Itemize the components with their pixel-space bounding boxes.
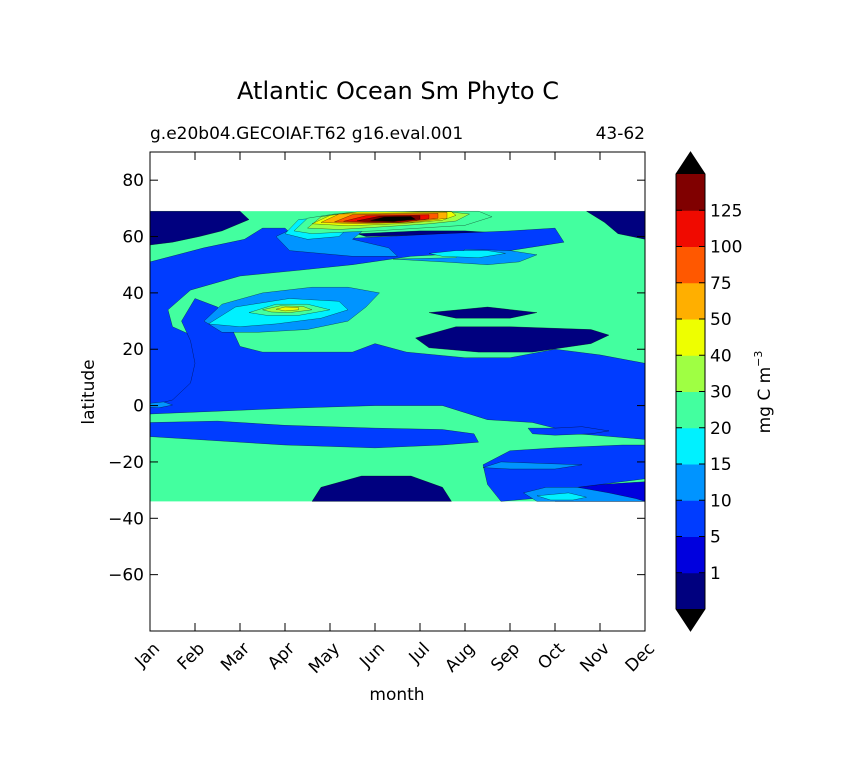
contour-region-10 <box>150 420 479 449</box>
y-tick-label: −60 <box>108 566 144 586</box>
y-tick-label: 0 <box>133 397 144 417</box>
colorbar-tick-label: 125 <box>710 201 742 221</box>
chart-subtitle-right: 43-62 <box>596 124 645 144</box>
x-tick-label: Jul <box>405 639 434 668</box>
colorbar-outline <box>675 151 706 632</box>
colorbar-tick-label: 50 <box>710 310 732 330</box>
colorbar-label-text: mg C m <box>755 367 775 434</box>
colorbar-segment-1 <box>676 536 705 574</box>
colorbar-tick-label: 75 <box>710 274 732 294</box>
y-tick-label: 40 <box>122 284 144 304</box>
colorbar-segment-0 <box>676 572 705 610</box>
y-axis-ticks: 80 60 40 20 0 −20 −40 −60 <box>108 171 645 586</box>
y-tick-label: 20 <box>122 340 144 360</box>
colorbar-segment-7 <box>676 319 705 356</box>
contour-region-4 <box>414 326 610 353</box>
colorbar-label-superscript: −3 <box>752 351 765 367</box>
colorbar-segment-4 <box>676 427 705 465</box>
x-tick-label: Jun <box>355 639 389 673</box>
colorbar-segment-8 <box>676 282 705 320</box>
contour-region-16 <box>482 461 583 470</box>
colorbar-tick-label: 15 <box>710 455 732 475</box>
x-tick-label: Nov <box>576 639 614 677</box>
x-tick-label: Sep <box>487 639 524 676</box>
colorbar-tick-label: 100 <box>710 238 742 258</box>
contour-region-5 <box>428 306 538 319</box>
colorbar-segment-3 <box>676 464 705 501</box>
colorbar-segment-6 <box>676 355 705 392</box>
colorbar-tick-label: 5 <box>710 528 721 548</box>
x-tick-label: Feb <box>174 639 209 674</box>
contour-region-18 <box>150 401 174 409</box>
colorbar-tick-label: 1 <box>710 564 721 584</box>
x-tick-label: Apr <box>264 639 299 674</box>
x-tick-label: Mar <box>217 639 254 676</box>
contour-region-21 <box>428 250 506 258</box>
colorbar-extend-high <box>676 152 705 174</box>
y-tick-label: −40 <box>108 509 144 529</box>
contour-region-1 <box>585 210 645 240</box>
colorbar-segment-11 <box>676 174 705 211</box>
contour-region-27 <box>275 306 299 312</box>
plot-area: 80 60 40 20 0 −20 −40 −60 Jan Feb Mar Apr May Jun Jul… <box>108 151 659 678</box>
colorbar-tick-label: 40 <box>710 346 732 366</box>
x-tick-label: May <box>305 639 344 678</box>
chart-title: Atlantic Ocean Sm Phyto C <box>237 77 559 105</box>
contour-region-9 <box>150 298 645 440</box>
y-tick-label: 60 <box>122 228 144 248</box>
contour-layer <box>150 210 645 502</box>
colorbar-segment-9 <box>676 246 705 284</box>
x-tick-label: Jan <box>131 639 164 672</box>
colorbar-tick-label: 10 <box>710 491 732 511</box>
colorbar-extend-low <box>676 609 705 631</box>
contour-region-12 <box>527 426 610 436</box>
colorbar-tick-label: 20 <box>710 419 732 439</box>
y-tick-label: −20 <box>108 453 144 473</box>
y-axis-label: latitude <box>79 359 99 424</box>
colorbar-segment-10 <box>676 210 705 247</box>
chart-subtitle-left: g.e20b04.GECOIAF.T62 g16.eval.001 <box>150 124 463 144</box>
contour-region-22 <box>536 492 587 501</box>
colorbar-segment-5 <box>676 391 705 429</box>
contour-region-0 <box>150 210 250 246</box>
x-tick-label: Aug <box>441 639 479 677</box>
plot-frame <box>149 151 646 632</box>
x-tick-label: Oct <box>534 639 569 674</box>
colorbar-segment-2 <box>676 500 705 537</box>
y-tick-label: 80 <box>122 171 144 191</box>
colorbar-label: mg C m−3 <box>752 351 775 434</box>
x-axis-label: month <box>369 685 424 705</box>
contour-region-33 <box>370 216 417 222</box>
x-tick-label: Dec <box>622 639 659 676</box>
contour-region-6 <box>311 475 452 502</box>
colorbar-tick-label: 30 <box>710 383 732 403</box>
contour-region-11 <box>482 444 645 502</box>
